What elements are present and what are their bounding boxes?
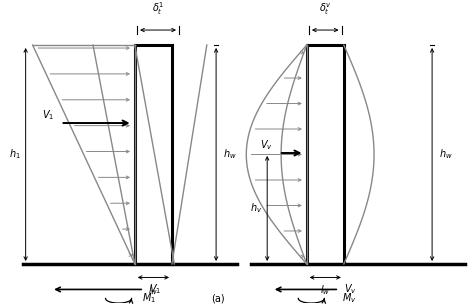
Text: $l_w$: $l_w$ [320, 283, 330, 297]
Text: (a): (a) [211, 293, 225, 304]
Text: $V_1$: $V_1$ [149, 282, 161, 296]
Text: $\delta_t^v$: $\delta_t^v$ [319, 1, 332, 17]
Text: $h_1$: $h_1$ [9, 147, 21, 161]
Text: $\delta_t^1$: $\delta_t^1$ [152, 0, 164, 17]
Text: $l_w$: $l_w$ [148, 283, 158, 297]
Text: $V_v$: $V_v$ [344, 282, 356, 296]
Text: $V_v$: $V_v$ [260, 139, 273, 152]
Text: $h_v$: $h_v$ [250, 202, 263, 215]
Text: $h_w$: $h_w$ [223, 147, 237, 161]
Text: $M_1$: $M_1$ [142, 292, 156, 305]
Text: $h_w$: $h_w$ [439, 147, 453, 161]
Text: $M_v$: $M_v$ [341, 292, 356, 305]
Text: $V_1$: $V_1$ [42, 109, 54, 122]
